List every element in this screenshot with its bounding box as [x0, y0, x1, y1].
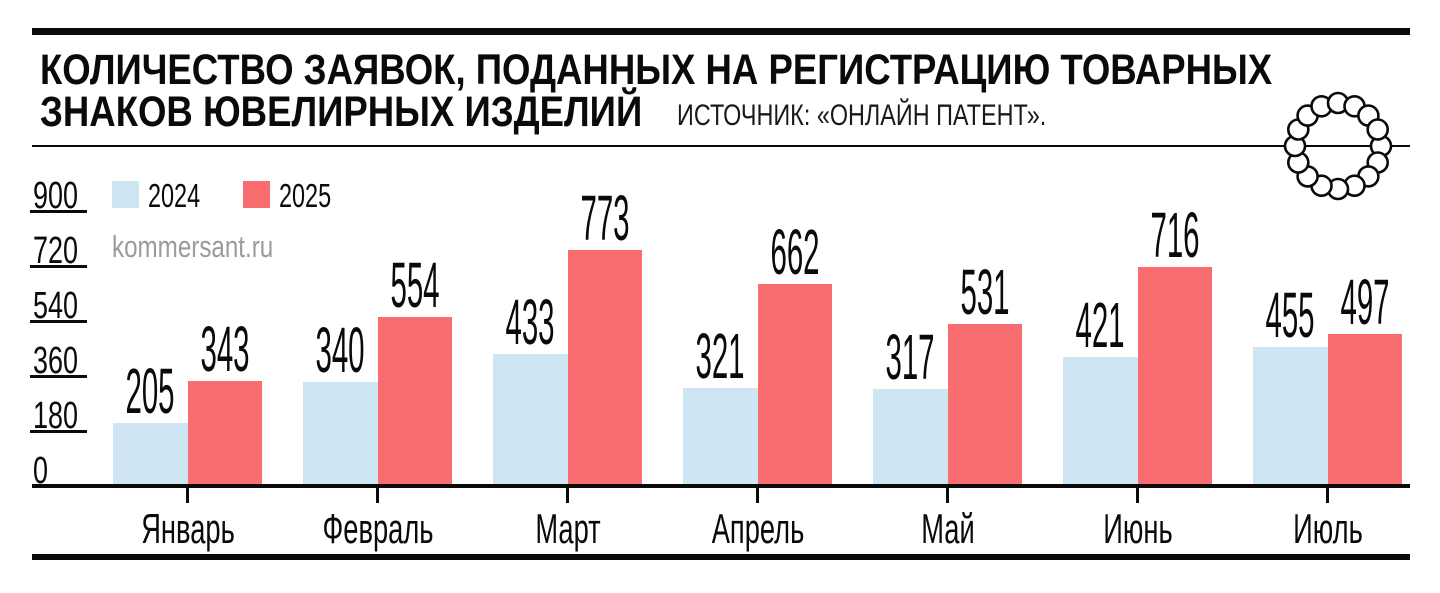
y-tick-label: 180	[33, 395, 79, 437]
y-tick-label: 720	[33, 230, 79, 272]
x-label-Февраль: Февраль	[322, 505, 433, 552]
x-tick-Май	[946, 488, 949, 503]
top-rule	[32, 28, 1410, 35]
value-label-2025-Июнь: 716	[1150, 199, 1200, 272]
x-tick-Январь	[186, 488, 189, 503]
bar-2024-Февраль	[303, 382, 378, 486]
value-label-2025-Январь: 343	[200, 313, 250, 386]
watermark: kommersant.ru	[112, 229, 274, 264]
bar-2024-Май	[873, 389, 948, 486]
legend-label-2024: 2024	[148, 177, 201, 214]
bar-2025-Январь	[187, 381, 262, 486]
y-tick-line	[30, 265, 87, 268]
value-label-2024-Январь: 205	[125, 355, 175, 428]
pearl-necklace-icon	[1283, 91, 1393, 201]
value-label-2025-Апрель: 662	[770, 215, 820, 288]
value-label-2025-Июль: 497	[1340, 266, 1390, 339]
x-label-Январь: Январь	[140, 505, 235, 552]
value-label-2024-Июль: 455	[1265, 278, 1315, 351]
bar-2024-Июнь	[1063, 357, 1138, 486]
bar-2025-Июнь	[1137, 267, 1212, 486]
value-label-2024-Июнь: 421	[1075, 289, 1125, 362]
value-label-2024-Март: 433	[505, 285, 555, 358]
y-tick-line	[30, 430, 87, 433]
value-label-2025-Февраль: 554	[390, 248, 440, 321]
x-tick-Февраль	[376, 488, 379, 503]
value-label-2025-Май: 531	[960, 255, 1010, 328]
bar-2025-Май	[947, 323, 1022, 486]
bar-2025-Апрель	[757, 283, 832, 486]
y-tick-label: 900	[33, 175, 79, 217]
x-label-Июль: Июль	[1292, 505, 1363, 552]
y-tick-line	[30, 210, 87, 213]
bar-2025-Июль	[1327, 334, 1402, 486]
header-divider-rule	[32, 145, 1410, 147]
bar-2025-Февраль	[377, 316, 452, 486]
value-label-2024-Май: 317	[885, 321, 935, 394]
bar-2024-Апрель	[683, 387, 758, 486]
value-label-2024-Февраль: 340	[315, 314, 365, 387]
x-label-Апрель: Апрель	[711, 505, 804, 552]
chart-title-line1: КОЛИЧЕСТВО ЗАЯВОК, ПОДАННЫХ НА РЕГИСТРАЦ…	[40, 46, 1273, 94]
bar-2024-Март	[493, 353, 568, 486]
value-label-2025-Март: 773	[580, 181, 630, 254]
bottom-rule	[32, 554, 1410, 560]
x-tick-Апрель	[756, 488, 759, 503]
y-tick-label: 0	[33, 450, 49, 492]
y-tick-label: 360	[33, 340, 79, 382]
bar-2024-Январь	[113, 423, 188, 486]
x-tick-Июль	[1326, 488, 1329, 503]
x-tick-Март	[566, 488, 569, 503]
bar-2024-Июль	[1253, 346, 1328, 486]
x-label-Июнь: Июнь	[1102, 505, 1173, 552]
y-tick-line	[30, 375, 87, 378]
x-axis-line	[32, 484, 1410, 488]
legend-swatch-2025	[243, 181, 270, 208]
x-label-Май: Май	[920, 505, 975, 552]
y-tick-line	[30, 320, 87, 323]
x-tick-Июнь	[1136, 488, 1139, 503]
bar-2025-Март	[567, 249, 642, 486]
x-label-Март: Март	[534, 505, 601, 552]
legend-swatch-2024	[112, 181, 139, 208]
source-label: ИСТОЧНИК: «ОНЛАЙН ПАТЕНТ».	[677, 99, 1047, 132]
value-label-2024-Апрель: 321	[695, 319, 745, 392]
y-tick-label: 540	[33, 285, 79, 327]
chart-title-line2: ЗНАКОВ ЮВЕЛИРНЫХ ИЗДЕЛИЙ	[40, 88, 643, 136]
legend-label-2025: 2025	[279, 177, 332, 214]
